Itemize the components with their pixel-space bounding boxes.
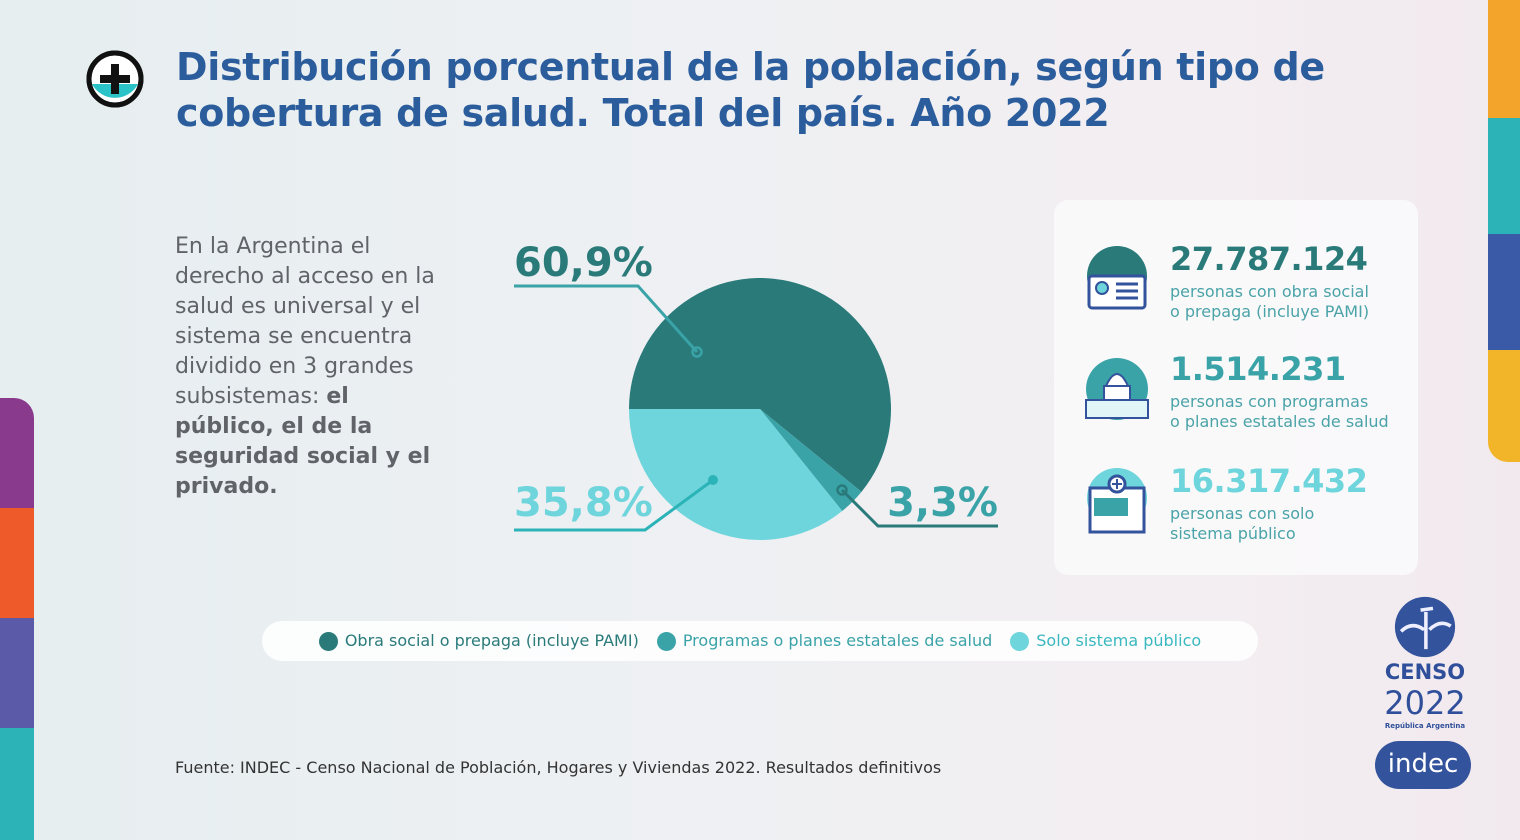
leader-line-2	[514, 478, 714, 532]
stat-number: 16.317.432	[1170, 462, 1368, 500]
decorative-strip-left	[0, 398, 34, 840]
stat-description: personas con programas o planes estatales…	[1170, 392, 1410, 432]
leader-dot-2	[708, 475, 718, 485]
pie-slice-2	[629, 409, 843, 540]
data-label-2: 35,8%	[514, 480, 653, 526]
pie-slice-0	[629, 278, 891, 492]
legend-label: Solo sistema público	[1036, 631, 1202, 650]
decorative-strip-right	[1488, 0, 1520, 462]
indec-logo: indec	[1375, 741, 1471, 789]
legend-swatch	[318, 631, 338, 651]
censo-year: 2022	[1384, 684, 1466, 722]
stats-card: 27.787.124 personas con obra social o pre…	[1054, 200, 1418, 575]
stat-desc-line: sistema público	[1170, 524, 1296, 543]
hospital-icon	[1087, 468, 1147, 534]
chart-legend: Obra social o prepaga (incluye PAMI) Pro…	[262, 621, 1258, 661]
legend-label: Obra social o prepaga (incluye PAMI)	[344, 631, 639, 650]
legend-swatch	[656, 631, 676, 651]
intro-bold: el público, el de la seguridad social y …	[175, 384, 431, 499]
stat-desc-line: o planes estatales de salud	[1170, 412, 1389, 431]
stat-description: personas con obra social o prepaga (inclu…	[1170, 282, 1410, 322]
leader-dot-1	[836, 484, 848, 496]
pie-chart: 60,9% 3,3% 35,8%	[514, 240, 998, 540]
legend-label: Programas o planes estatales de salud	[682, 631, 993, 650]
censo-2022-logo: CENSO 2022 República Argentina	[1380, 596, 1470, 731]
intro-text: En la Argentina el derecho al acceso en …	[175, 232, 450, 502]
legend-item: Programas o planes estatales de salud	[656, 631, 993, 651]
stat-number: 27.787.124	[1170, 240, 1368, 278]
leader-line-0	[514, 284, 699, 353]
data-label-0: 60,9%	[514, 240, 653, 286]
stat-desc-line: o prepaga (incluye PAMI)	[1170, 302, 1370, 321]
censo-text: CENSO	[1384, 660, 1466, 684]
leader-line-1	[840, 488, 998, 528]
censo-country: República Argentina	[1384, 722, 1466, 730]
pie-slice-1	[760, 409, 862, 511]
stat-number: 1.514.231	[1170, 350, 1346, 388]
data-label-1: 3,3%	[887, 480, 998, 526]
stat-description: personas con solo sistema público	[1170, 504, 1410, 544]
stat-desc-line: personas con obra social	[1170, 282, 1369, 301]
legend-item: Obra social o prepaga (incluye PAMI)	[318, 631, 639, 651]
source-note: Fuente: INDEC - Censo Nacional de Poblac…	[175, 758, 942, 777]
stat-desc-line: personas con programas	[1170, 392, 1369, 411]
stat-desc-line: personas con solo	[1170, 504, 1315, 523]
legend-item: Solo sistema público	[1010, 631, 1201, 651]
censo-emblem-icon	[1394, 596, 1456, 658]
intro-plain: En la Argentina el derecho al acceso en …	[175, 234, 435, 409]
leader-dot-0	[691, 346, 703, 358]
page-title: Distribución porcentual de la población,…	[176, 45, 1325, 135]
health-plus-icon	[86, 50, 144, 108]
id-card-icon	[1087, 246, 1147, 310]
legend-swatch	[1010, 631, 1030, 651]
congress-building-icon	[1085, 358, 1149, 420]
